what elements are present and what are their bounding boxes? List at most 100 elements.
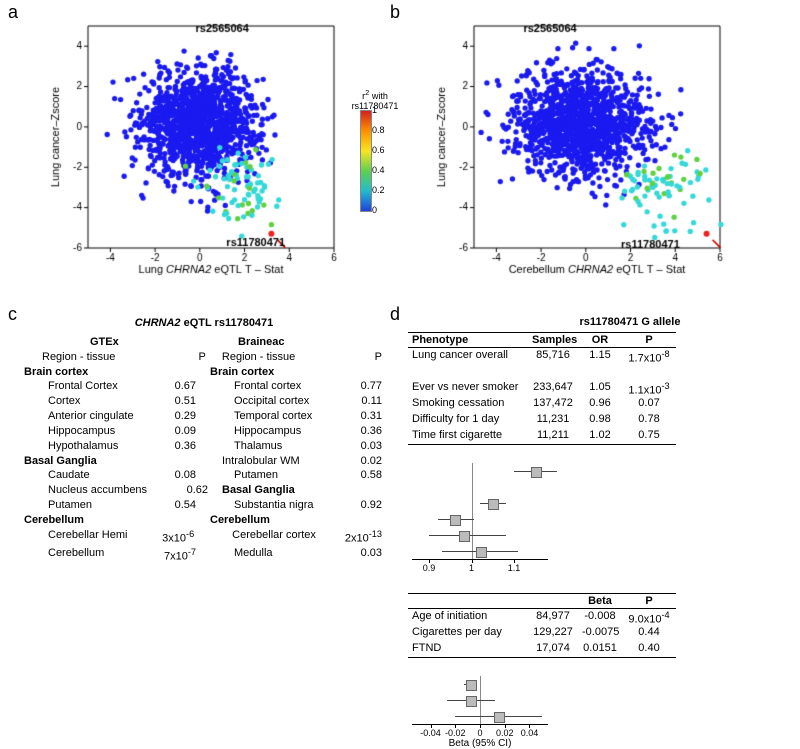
d-top-table: PhenotypeSamplesORPLung cancer overall85… xyxy=(408,332,792,583)
table-row: Hypothalamus0.36Thalamus0.03 xyxy=(24,439,384,454)
scatter-panel-b xyxy=(430,18,730,278)
table-row: Putamen0.54Substantia nigra0.92 xyxy=(24,498,384,513)
gene-name: CHRNA2 xyxy=(135,317,181,329)
subhead-p2: P xyxy=(346,350,384,365)
d-header-row: PhenotypeSamplesORP xyxy=(408,333,676,348)
axis-tick-label: 1 xyxy=(460,563,484,573)
d-cell: Cigarettes per day xyxy=(408,625,528,641)
table-row: Nucleus accumbens0.62Basal Ganglia xyxy=(24,483,384,498)
d-cell: FTND xyxy=(408,641,528,657)
axis-tick-label: 0.04 xyxy=(517,728,541,738)
region-name: Substantia nigra xyxy=(198,498,346,513)
d-cell: 11,211 xyxy=(528,428,578,444)
table-row: Basal GangliaIntralobular WM0.02 xyxy=(24,454,384,469)
forest-plot: -0.04-0.0200.020.04Beta (95% CI) xyxy=(412,658,548,748)
colorbar-tick: 0.6 xyxy=(372,146,385,166)
d-cell: 1.15 xyxy=(578,348,622,364)
d-row: Time first cigarette11,2111.020.75 xyxy=(408,428,676,444)
d-cell: 84,977 xyxy=(528,609,578,625)
axis-tick-label: 0.9 xyxy=(417,563,441,573)
p-value: 0.77 xyxy=(346,379,384,394)
axis-tick-label: -0.04 xyxy=(419,728,443,738)
region-name: Intralobular WM xyxy=(186,454,343,469)
subhead-region2: Region - tissue xyxy=(208,350,346,365)
phenotype-panel: rs11780471 G allele PhenotypeSamplesORPL… xyxy=(408,316,792,748)
d-row: Cigarettes per day129,227-0.00750.44 xyxy=(408,625,676,641)
region-name: Cortex xyxy=(24,394,160,409)
forest-point xyxy=(466,696,477,707)
p-value xyxy=(154,365,198,380)
region-name: Nucleus accumbens xyxy=(24,483,169,498)
panel-label-a: a xyxy=(8,2,18,23)
p-value: 0.62 xyxy=(169,483,210,498)
d-cell: Age of initiation xyxy=(408,609,528,625)
p-value: 0.54 xyxy=(160,498,198,513)
forest-point xyxy=(450,515,461,526)
region-name: Temporal cortex xyxy=(198,409,346,424)
region-name: Medulla xyxy=(198,546,346,565)
d-row: FTND17,0740.01510.40 xyxy=(408,641,676,657)
d-header-cell: OR xyxy=(578,333,622,347)
d-cell: 137,472 xyxy=(528,396,578,412)
forest-point xyxy=(488,499,499,510)
d-title: rs11780471 G allele xyxy=(468,316,792,328)
region-name: Putamen xyxy=(24,498,160,513)
d-cell: 0.44 xyxy=(622,625,676,641)
axis-tick-label: 1.1 xyxy=(502,563,526,573)
axis-tick-label: 0 xyxy=(468,728,492,738)
forest-point xyxy=(459,531,470,542)
d-row: Ever vs never smoker233,6471.051.1x10-3 xyxy=(408,380,676,396)
d-header-row: BetaP xyxy=(408,594,676,609)
p-value: 0.09 xyxy=(160,424,198,439)
region-name: Thalamus xyxy=(198,439,346,454)
p-value xyxy=(343,483,384,498)
p-value: 2x10-13 xyxy=(343,528,384,547)
d-cell: Lung cancer overall xyxy=(408,348,528,364)
d-row: Difficulty for 1 day11,2310.980.78 xyxy=(408,412,676,428)
region-name: Cerebellum xyxy=(198,513,340,528)
p-value: 0.67 xyxy=(160,379,198,394)
p-value: 0.36 xyxy=(160,439,198,454)
d-cell: 17,074 xyxy=(528,641,578,657)
panel-label-b: b xyxy=(390,2,400,23)
scatter-canvas-b xyxy=(430,18,730,278)
table-row: Cerebellum Cerebellum xyxy=(24,513,384,528)
d-cell: -0.008 xyxy=(578,609,622,625)
d-row xyxy=(408,364,676,380)
region-name: Cerebellar cortex xyxy=(196,528,343,547)
p-value xyxy=(340,365,384,380)
eqtl-table: CHRNA2 eQTL rs11780471 GTEx Braineac Reg… xyxy=(24,316,384,565)
region-name: Brain cortex xyxy=(24,365,154,380)
subhead-p: P xyxy=(166,350,208,365)
d-cell: -0.0075 xyxy=(578,625,622,641)
table-row: Cerebellum7x10-7Medulla0.03 xyxy=(24,546,384,565)
d-header-cell: Samples xyxy=(528,333,578,347)
region-name: Brain cortex xyxy=(198,365,340,380)
region-name: Cerebellum xyxy=(24,513,154,528)
d-cell: 0.75 xyxy=(622,428,676,444)
region-name: Basal Ganglia xyxy=(210,483,343,498)
d-cell: 1.1x10-3 xyxy=(622,380,676,396)
colorbar-gradient xyxy=(360,110,372,212)
colorbar-tick: 0.8 xyxy=(372,126,385,146)
region-name: Anterior cingulate xyxy=(24,409,160,424)
d-cell: 233,647 xyxy=(528,380,578,396)
d-header-cell: P xyxy=(622,333,676,347)
p-value: 0.51 xyxy=(160,394,198,409)
d-cell: 1.05 xyxy=(578,380,622,396)
table-row: Frontal Cortex0.67Frontal cortex0.77 xyxy=(24,379,384,394)
forest-plot: 0.9 1 1.1 xyxy=(412,445,548,583)
d-cell: 1.02 xyxy=(578,428,622,444)
forest-point xyxy=(531,467,542,478)
d-cell: 9.0x10-4 xyxy=(622,609,676,625)
p-value: 0.58 xyxy=(346,468,384,483)
d-row: Age of initiation84,977-0.0089.0x10-4 xyxy=(408,609,676,625)
d-header-cell: Phenotype xyxy=(408,333,528,347)
p-value: 0.08 xyxy=(160,468,198,483)
table-row: Cerebellar Hemi3x10-6Cerebellar cortex2x… xyxy=(24,528,384,547)
p-value: 0.11 xyxy=(346,394,384,409)
title-suffix: eQTL rs11780471 xyxy=(181,317,274,329)
d-cell: 0.78 xyxy=(622,412,676,428)
region-name: Cerebellum xyxy=(24,546,160,565)
forest-point xyxy=(494,712,505,723)
